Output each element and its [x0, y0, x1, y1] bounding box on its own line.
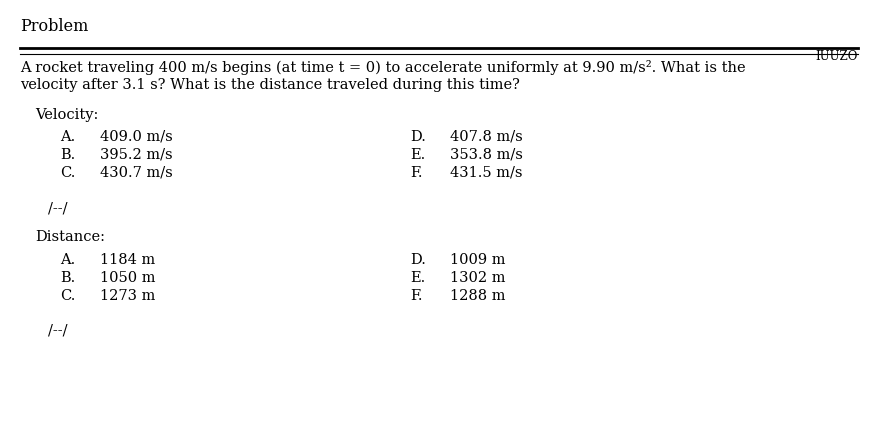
Text: 1050 m: 1050 m — [100, 271, 155, 285]
Text: velocity after 3.1 s? What is the distance traveled during this time?: velocity after 3.1 s? What is the distan… — [20, 78, 519, 92]
Text: 353.8 m/s: 353.8 m/s — [450, 148, 523, 162]
Text: Problem: Problem — [20, 18, 89, 35]
Text: Velocity:: Velocity: — [35, 108, 98, 122]
Text: A rocket traveling 400 m/s begins (at time t = 0) to accelerate uniformly at 9.9: A rocket traveling 400 m/s begins (at ti… — [20, 60, 745, 75]
Text: Distance:: Distance: — [35, 230, 105, 244]
Text: 1302 m: 1302 m — [450, 271, 505, 285]
Text: 409.0 m/s: 409.0 m/s — [100, 130, 173, 144]
Text: 395.2 m/s: 395.2 m/s — [100, 148, 173, 162]
Text: D.: D. — [410, 130, 425, 144]
Text: IUUZO: IUUZO — [815, 50, 857, 63]
Text: /--/: /--/ — [48, 202, 68, 216]
Text: 407.8 m/s: 407.8 m/s — [450, 130, 522, 144]
Text: /--/: /--/ — [48, 324, 68, 338]
Text: 1288 m: 1288 m — [450, 289, 505, 303]
Text: C.: C. — [60, 166, 75, 180]
Text: E.: E. — [410, 271, 424, 285]
Text: A.: A. — [60, 253, 75, 267]
Text: 1009 m: 1009 m — [450, 253, 505, 267]
Text: B.: B. — [60, 271, 75, 285]
Text: A.: A. — [60, 130, 75, 144]
Text: F.: F. — [410, 289, 422, 303]
Text: C.: C. — [60, 289, 75, 303]
Text: 431.5 m/s: 431.5 m/s — [450, 166, 522, 180]
Text: B.: B. — [60, 148, 75, 162]
Text: D.: D. — [410, 253, 425, 267]
Text: 1273 m: 1273 m — [100, 289, 155, 303]
Text: 1184 m: 1184 m — [100, 253, 155, 267]
Text: E.: E. — [410, 148, 424, 162]
Text: F.: F. — [410, 166, 422, 180]
Text: 430.7 m/s: 430.7 m/s — [100, 166, 173, 180]
